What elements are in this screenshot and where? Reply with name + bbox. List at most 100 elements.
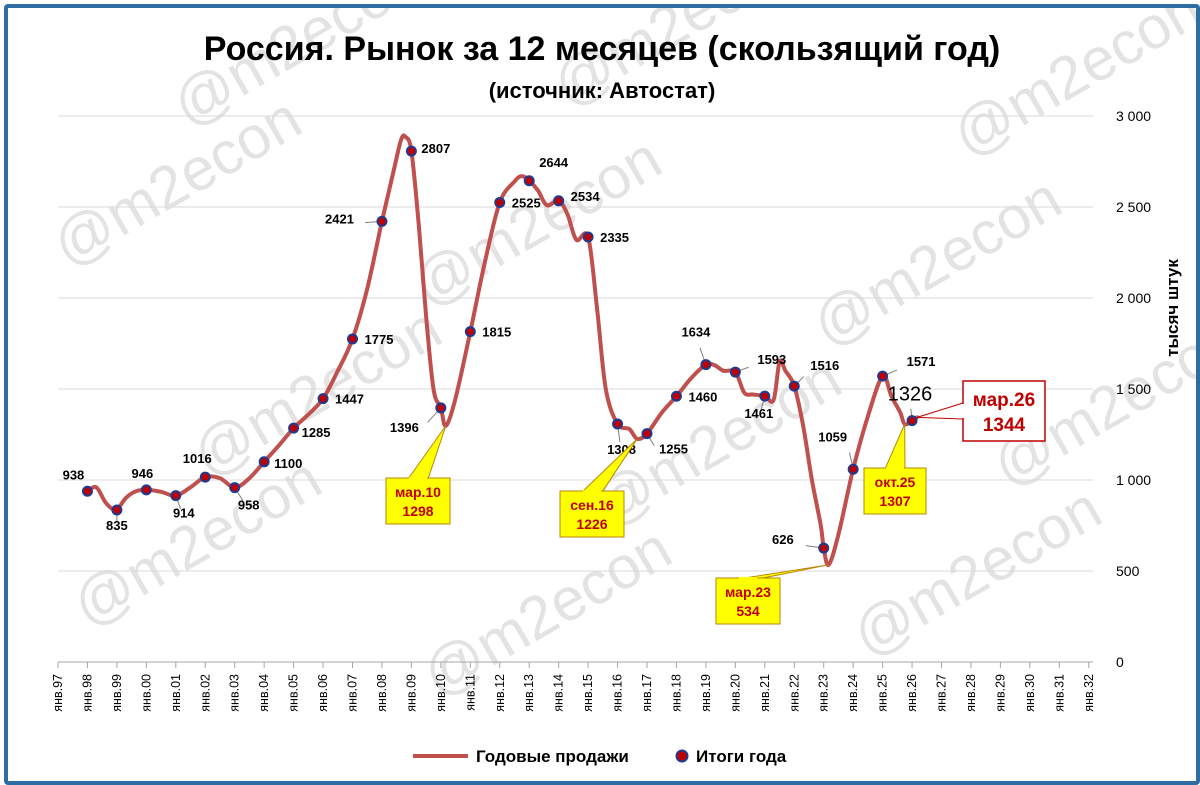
year-marker-1100	[258, 456, 270, 468]
data-label-2644: 2644	[539, 155, 569, 170]
data-label-914: 914	[173, 506, 195, 521]
grid	[58, 115, 1093, 572]
y-tick-label-2500: 2 500	[1116, 199, 1151, 215]
year-marker-1285	[288, 422, 300, 434]
callout-value-окт.25: 1307	[879, 493, 910, 509]
year-marker-2644	[523, 175, 535, 187]
data-labels: 938 835 946 914 1016 958 1100 1285 1447 1775 2421 2…	[63, 141, 936, 547]
callout-value-мар.26: 1344	[983, 415, 1026, 436]
year-marker-626	[818, 542, 830, 554]
x-tick-label-янв.31: янв.31	[1052, 674, 1066, 712]
x-tick-label-янв.32: янв.32	[1082, 674, 1096, 712]
y-tick-label-3000: 3 000	[1116, 108, 1151, 124]
callout-value-сен.16: 1226	[576, 516, 607, 532]
legend-label-sales: Годовые продажи	[476, 747, 629, 766]
year-marker-835	[111, 504, 123, 516]
y-axis-label: тысяч штук	[1163, 259, 1182, 357]
year-marker-2534	[553, 195, 565, 207]
x-tick-label-янв.14: янв.14	[552, 674, 566, 712]
x-tick-label-янв.21: янв.21	[758, 674, 772, 712]
x-tick-label-янв.16: янв.16	[611, 674, 625, 712]
data-label-1461: 1461	[744, 406, 773, 421]
data-label-1308: 1308	[607, 442, 636, 457]
x-tick-label-янв.13: янв.13	[522, 674, 536, 712]
year-marker-938	[81, 485, 93, 497]
year-marker-1059	[847, 463, 859, 475]
year-marker-2421	[376, 215, 388, 227]
year-marker-2335	[582, 231, 594, 243]
data-label-1059: 1059	[818, 429, 847, 444]
data-label-1396: 1396	[390, 420, 419, 435]
callout-date-окт.25: окт.25	[875, 474, 916, 490]
x-tick-label-янв.10: янв.10	[434, 674, 448, 712]
x-tick-label-янв.22: янв.22	[787, 674, 801, 712]
x-tick-label-янв.18: янв.18	[669, 674, 683, 712]
data-label-1571: 1571	[907, 354, 936, 369]
watermark-layer: @m2econ @m2econ @m2econ@m2econ @m2econ @m2ec…	[41, 8, 1196, 709]
year-marker-1016	[199, 471, 211, 483]
data-label-1016: 1016	[183, 451, 212, 466]
x-tick-label-янв.04: янв.04	[257, 674, 271, 712]
data-label-958: 958	[238, 498, 260, 513]
year-marker-1634	[700, 359, 712, 371]
y-tick-label-1500: 1 500	[1116, 381, 1151, 397]
data-label-626: 626	[772, 532, 794, 547]
year-marker-1815	[464, 326, 476, 338]
data-label-1285: 1285	[302, 425, 331, 440]
legend: Годовые продажи Итоги года	[413, 747, 787, 766]
x-tick-label-янв.29: янв.29	[993, 674, 1007, 712]
year-marker-2807	[405, 145, 417, 157]
year-marker-1308	[612, 418, 624, 430]
x-tick-label-янв.20: янв.20	[728, 674, 742, 712]
callout-pointer-окт.25	[884, 423, 906, 470]
x-tick-label-янв.23: янв.23	[817, 674, 831, 712]
data-label-2534: 2534	[571, 189, 601, 204]
data-label-938: 938	[63, 467, 85, 482]
data-label-1634: 1634	[681, 325, 711, 340]
x-tick-label-янв.12: янв.12	[493, 674, 507, 712]
callout-date-сен.16: сен.16	[570, 497, 614, 513]
x-tick-label-янв.01: янв.01	[169, 674, 183, 712]
year-marker-1593	[729, 366, 741, 378]
x-tick-label-янв.06: янв.06	[316, 674, 330, 712]
data-label-1255: 1255	[659, 442, 688, 457]
data-label-1100: 1100	[274, 456, 302, 471]
data-label-2525: 2525	[512, 195, 541, 210]
x-tick-label-янв.17: янв.17	[640, 674, 654, 712]
callout-date-мар.26: мар.26	[973, 390, 1035, 411]
x-tick-label-янв.99: янв.99	[110, 674, 124, 712]
x-tick-label-янв.27: янв.27	[935, 674, 949, 712]
x-axis: янв.97 янв.98 янв.99 янв.00 янв.01 янв.02 янв.…	[51, 661, 1096, 712]
year-marker-1326	[906, 415, 918, 427]
data-label-1516: 1516	[810, 358, 839, 373]
watermark-text-5: @m2econ	[801, 164, 1072, 359]
x-tick-label-янв.11: янв.11	[463, 674, 477, 711]
callout-date-мар.23: мар.23	[725, 584, 771, 600]
x-tick-label-янв.30: янв.30	[1023, 674, 1037, 712]
x-tick-label-янв.07: янв.07	[346, 674, 360, 712]
chart-title: Россия. Рынок за 12 месяцев (скользящий …	[204, 30, 1001, 68]
year-marker-1571	[877, 370, 889, 382]
y-tick-label-2000: 2 000	[1116, 290, 1151, 306]
callout-value-мар.10: 1298	[402, 503, 433, 519]
data-label-835: 835	[106, 518, 128, 533]
year-marker-1255	[641, 428, 653, 440]
watermark-text-9: @m2econ	[61, 444, 332, 639]
year-marker-1461	[759, 390, 771, 402]
callout-box-мар.10	[385, 477, 451, 525]
year-marker-1516	[788, 380, 800, 392]
data-label-1815: 1815	[482, 325, 511, 340]
callouts: мар.10 1298 сен.16 1226 мар.23 534 окт.25 1307 м…	[385, 380, 1046, 625]
data-label-2421: 2421	[325, 211, 354, 226]
x-tick-label-янв.24: янв.24	[846, 674, 860, 712]
data-label-1447: 1447	[335, 392, 364, 407]
year-marker-2525	[494, 196, 506, 208]
x-tick-label-янв.09: янв.09	[404, 674, 418, 712]
y-tick-label-500: 500	[1116, 563, 1140, 579]
x-tick-label-янв.03: янв.03	[228, 674, 242, 712]
x-tick-label-янв.26: янв.26	[905, 674, 919, 712]
year-marker-914	[170, 490, 182, 502]
watermark-text-3: @m2econ	[41, 84, 312, 279]
year-marker-958	[229, 482, 241, 494]
watermark-text-6: @m2econ	[181, 294, 452, 489]
